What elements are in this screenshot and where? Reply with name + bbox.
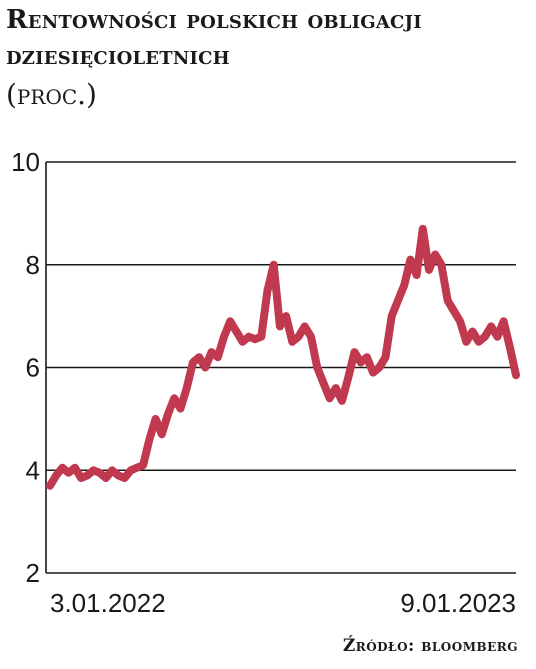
- y-tick-label: 4: [26, 455, 40, 485]
- y-tick-label: 8: [26, 250, 40, 280]
- y-axis: 2 4 6 8 10: [11, 147, 47, 588]
- chart-title: Rentowności polskich obligacji dziesięci…: [6, 5, 422, 71]
- x-tick-label: 3.01.2022: [50, 588, 166, 618]
- grid-lines: [46, 161, 516, 574]
- y-tick-label: 6: [26, 353, 40, 383]
- y-tick-label: 2: [26, 558, 40, 588]
- series-layer: [46, 224, 520, 490]
- source-note: Źródło: bloomberg: [342, 636, 518, 656]
- x-axis: 3.01.2022 9.01.2023: [50, 588, 516, 618]
- series-line-0: [46, 224, 520, 490]
- y-tick-label: 10: [11, 147, 40, 177]
- x-tick-label: 9.01.2023: [400, 588, 516, 618]
- chart-subtitle: (proc.): [6, 78, 97, 111]
